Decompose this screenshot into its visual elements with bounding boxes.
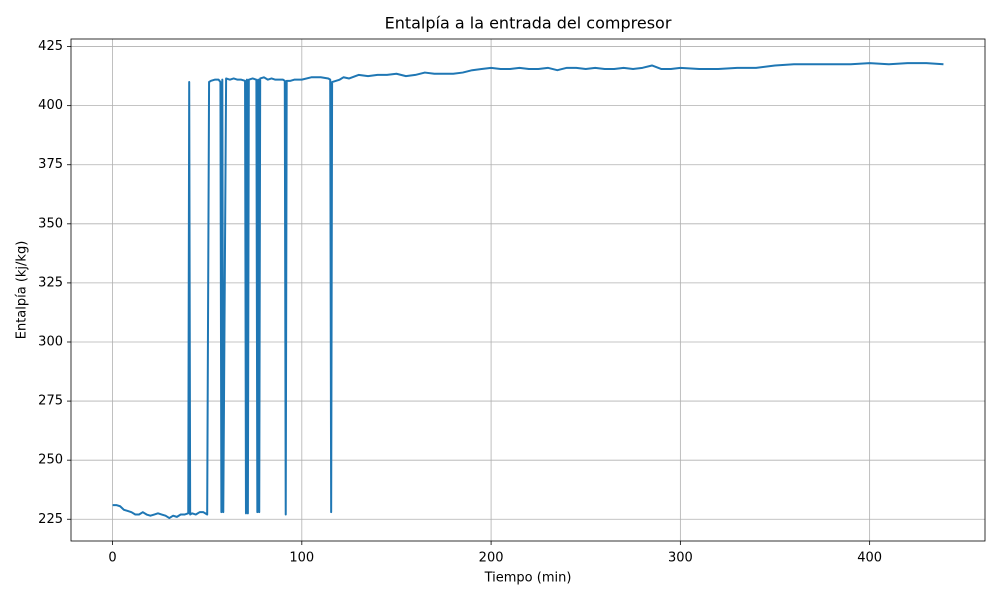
x-axis-label: Tiempo (min) [484, 571, 572, 586]
y-tick-label: 350 [38, 216, 63, 231]
x-tick-label: 200 [479, 551, 504, 566]
y-tick-label: 325 [38, 275, 63, 290]
x-tick-label: 400 [857, 551, 882, 566]
y-tick-label: 225 [38, 512, 63, 527]
plot-frame [70, 38, 986, 542]
y-tick-label: 275 [38, 394, 63, 409]
y-tick-label: 300 [38, 334, 63, 349]
y-tick-label: 400 [38, 98, 63, 113]
y-tick-label: 250 [38, 453, 63, 468]
x-tick-label: 300 [668, 551, 693, 566]
chart-title: Entalpía a la entrada del compresor [385, 14, 672, 33]
x-tick-label: 100 [289, 551, 314, 566]
y-tick-label: 425 [38, 39, 63, 54]
data-line [112, 62, 944, 520]
y-axis-label: Entalpía (kj/kg) [15, 241, 30, 340]
y-tick-label: 375 [38, 157, 63, 172]
x-tick-label: 0 [108, 551, 116, 566]
